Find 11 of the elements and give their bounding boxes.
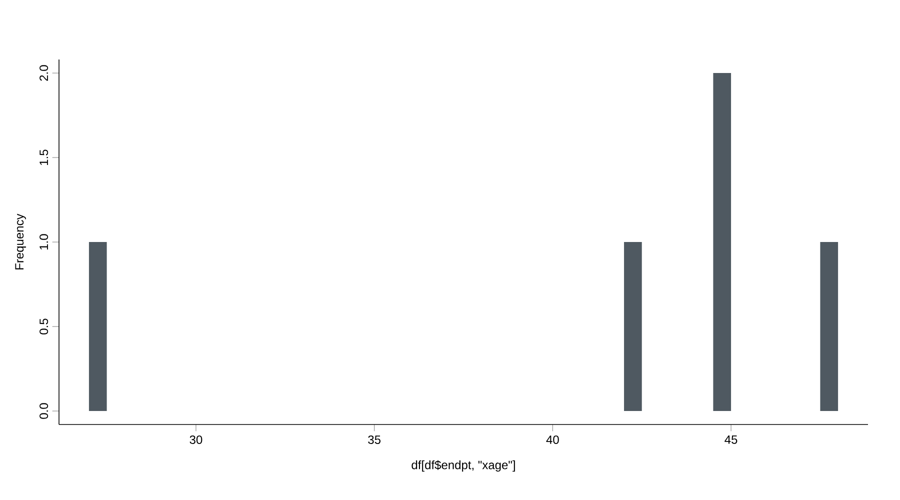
x-tick-label: 45 — [724, 435, 738, 444]
y-tick-label: 0.5 — [40, 318, 48, 334]
y-tick-label: 1.0 — [40, 234, 48, 250]
x-tick-label: 40 — [546, 435, 559, 444]
x-tick-label: 35 — [368, 435, 380, 444]
y-axis-title: Frequency — [15, 214, 26, 270]
x-axis-title: df[df$endpt, "xage"] — [412, 460, 515, 472]
y-tick-label: 2.0 — [40, 65, 48, 81]
y-tick-label: 0.0 — [40, 403, 48, 419]
x-tick-label: 30 — [190, 435, 202, 444]
y-tick-label: 1.5 — [40, 150, 48, 165]
